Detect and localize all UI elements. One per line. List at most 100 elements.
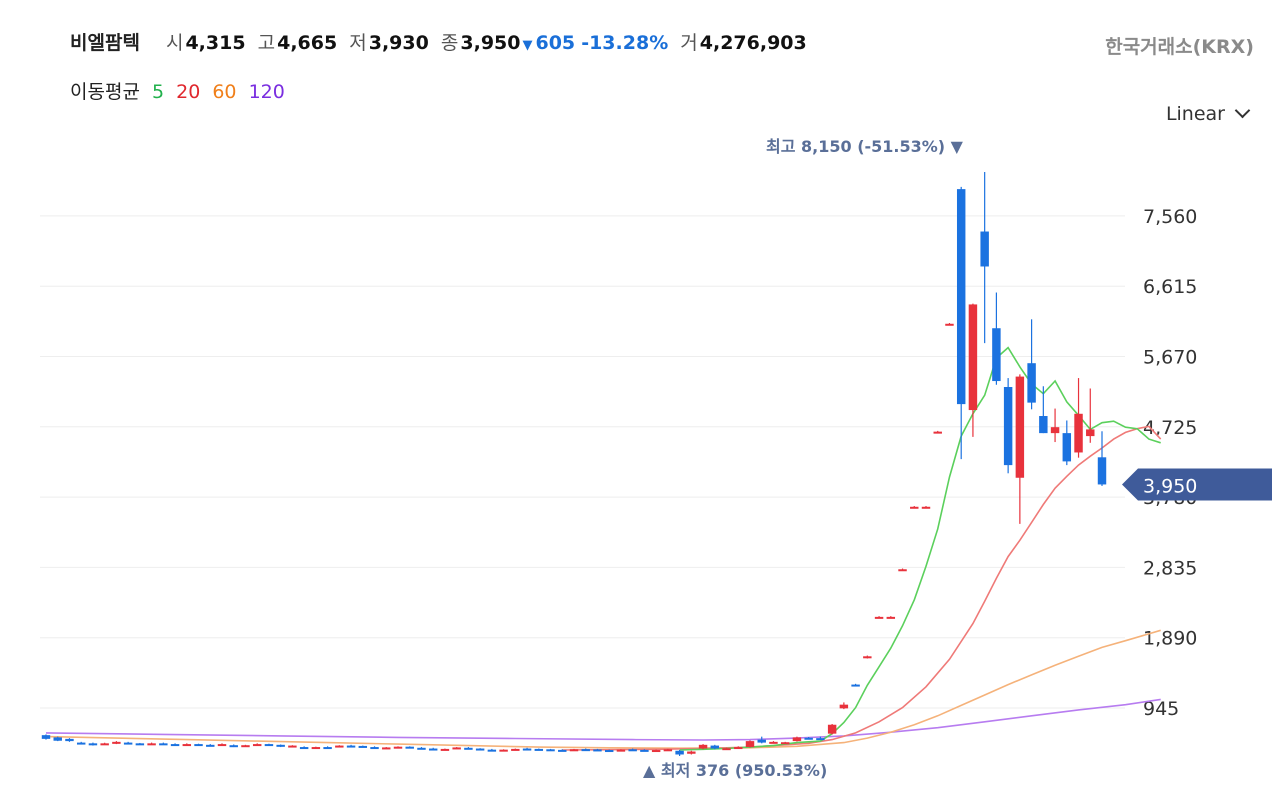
candle	[252, 743, 262, 747]
candle	[769, 741, 778, 744]
candle	[41, 734, 51, 740]
candle	[475, 748, 485, 751]
ma-20-label[interactable]: 20	[176, 81, 201, 103]
ma-120-label[interactable]: 120	[248, 81, 285, 103]
change-value: 605	[535, 32, 576, 54]
ma-60-label[interactable]: 60	[212, 81, 237, 103]
moving-average-lines	[45, 346, 1162, 751]
candle	[675, 750, 684, 756]
ma20-line	[562, 425, 1162, 751]
candle	[299, 746, 309, 750]
candle	[393, 746, 403, 749]
candle	[428, 747, 438, 751]
ohlc-header: 비엘팜텍 시 4,315 고 4,665 저 3,930 종 3,950 ▼ 605 -13…	[70, 28, 807, 55]
close-label: 종	[440, 32, 459, 54]
high-value: 4,665	[277, 32, 338, 54]
candle	[722, 747, 731, 751]
candle	[898, 568, 907, 572]
exchange-label: 한국거래소(KRX)	[1105, 36, 1254, 58]
candle	[206, 744, 215, 747]
candle	[780, 741, 790, 745]
candle	[651, 749, 661, 753]
candle	[804, 737, 813, 740]
low-label: 저	[349, 32, 367, 54]
candle	[440, 748, 450, 751]
candle	[182, 743, 192, 747]
candle	[511, 748, 520, 751]
candle	[1027, 319, 1036, 410]
candle	[194, 743, 203, 747]
low-value: 3,930	[368, 32, 429, 54]
candle	[640, 749, 649, 752]
y-tick-label: 2,835	[1143, 557, 1197, 579]
candle	[604, 749, 614, 753]
candle	[745, 740, 755, 748]
candle	[546, 748, 555, 752]
y-tick-label: 4,725	[1143, 417, 1197, 439]
down-arrow-icon: ▼	[522, 38, 533, 53]
current-price-box	[1122, 468, 1272, 501]
candle	[663, 748, 673, 752]
candle	[734, 746, 743, 750]
candle	[335, 745, 344, 748]
candle	[933, 430, 942, 434]
candle	[323, 746, 332, 750]
candle	[1086, 388, 1095, 443]
candle	[382, 747, 391, 750]
candle	[757, 736, 766, 744]
candle	[593, 748, 602, 752]
y-tick-label: 6,615	[1143, 276, 1197, 298]
candle	[910, 506, 919, 509]
candle	[687, 750, 696, 755]
candle	[241, 744, 250, 748]
candle	[698, 744, 708, 750]
candle	[405, 746, 414, 749]
high-label: 고	[257, 32, 276, 54]
candle	[968, 303, 978, 437]
scale-value: Linear	[1165, 103, 1225, 125]
open-label: 시	[165, 32, 184, 54]
candle	[558, 749, 567, 752]
candle	[229, 744, 238, 748]
ma60-line	[45, 629, 1161, 750]
ma120-line	[45, 698, 1161, 741]
scale-dropdown[interactable]: Linear	[1165, 102, 1251, 125]
y-tick-label: 5,670	[1143, 347, 1197, 369]
candle	[88, 742, 98, 746]
candle	[1003, 378, 1013, 474]
candle	[1039, 386, 1048, 434]
candle	[816, 736, 825, 741]
y-tick-label: 1,890	[1143, 628, 1197, 650]
candle	[464, 747, 473, 750]
ma5-line	[679, 346, 1161, 751]
ma-5-label[interactable]: 5	[151, 81, 165, 103]
candle	[992, 292, 1001, 385]
candle	[886, 616, 896, 619]
candle	[616, 749, 626, 752]
current-price-label: 3,950	[1143, 475, 1197, 497]
candle	[276, 744, 285, 748]
candle	[123, 741, 133, 745]
open-value: 4,315	[185, 32, 246, 54]
candle	[1097, 431, 1107, 486]
candle	[628, 748, 637, 752]
candle	[921, 506, 931, 509]
candle	[135, 742, 145, 746]
candle	[358, 745, 368, 748]
candle	[499, 749, 508, 752]
candle	[311, 746, 321, 750]
candle	[53, 736, 62, 742]
candle	[170, 743, 180, 747]
stock-name: 비엘팜텍	[70, 32, 140, 54]
candle	[417, 747, 426, 750]
volume-value: 4,276,903	[699, 32, 807, 54]
y-tick-label: 7,560	[1143, 206, 1197, 228]
candle	[1050, 408, 1060, 443]
candle	[851, 683, 860, 687]
candle	[346, 744, 356, 748]
candle	[159, 742, 168, 746]
candle	[487, 748, 497, 752]
candle	[452, 747, 461, 750]
